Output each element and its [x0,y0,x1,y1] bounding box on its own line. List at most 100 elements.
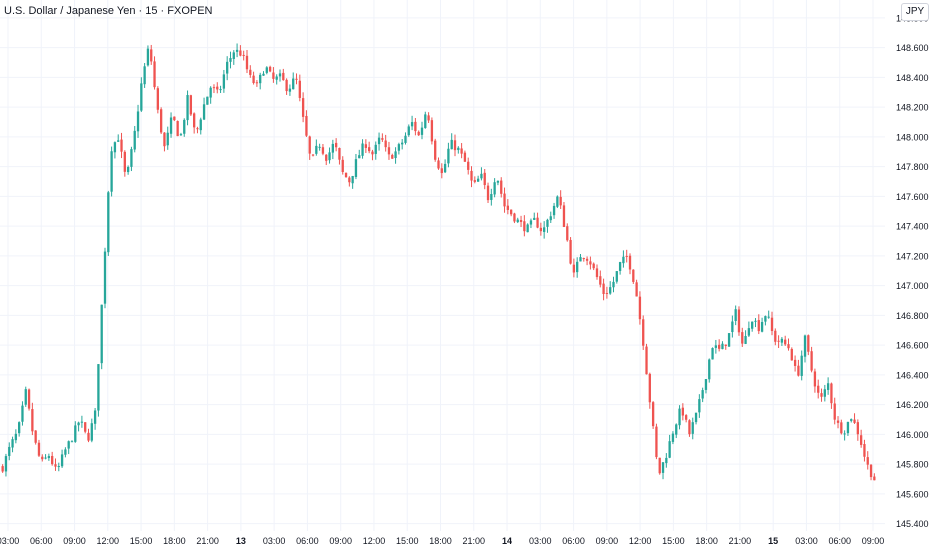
candle [526,223,529,233]
candle [873,473,876,481]
candle-body [582,258,585,260]
candle-body [318,146,321,148]
candle-body [348,177,351,183]
candle-body [305,115,308,136]
candle [784,335,787,347]
candle-body [625,255,628,257]
candle [595,264,599,280]
candle-body [311,154,315,156]
candle-body [209,87,212,98]
candle-body [823,389,826,397]
candle [341,156,344,175]
time-tick-label: 06:00 [296,536,319,546]
price-tick-label: 145.600 [896,489,929,499]
candle-body [648,373,651,403]
price-tick-label: 147.200 [896,251,929,261]
candle [44,454,47,460]
candle [645,343,648,375]
candle-body [93,410,97,424]
candle [467,157,470,175]
candle [60,449,64,468]
candle [209,86,212,104]
candle-body [420,127,424,135]
candle-body [381,138,384,140]
candle [430,117,434,145]
candle [384,134,387,152]
candle-body [751,321,754,329]
candle [410,115,414,131]
candle-body [770,317,774,332]
candle [684,414,688,423]
candle [708,358,711,383]
candle-body [476,178,480,182]
candle-body [321,147,325,154]
candle-body [417,131,420,136]
candle [169,112,173,138]
candle [163,132,166,152]
candle-body [103,251,107,304]
candle [107,190,110,256]
candle-body [496,180,500,183]
candle-body [675,424,678,435]
candle-body [278,73,282,77]
candle-body [130,149,133,167]
candle-body [694,412,698,423]
candle-body [193,113,196,128]
candle-body [282,72,285,81]
candle [315,139,318,156]
candle-body [787,344,790,349]
candle-body [754,320,757,322]
candle-body [661,462,665,473]
candle-body [74,425,77,442]
candle [4,453,8,477]
candle-body [249,69,252,75]
candle-body [463,152,467,162]
candle-body [559,196,562,206]
candle-body [840,422,843,434]
price-tick-label: 145.400 [896,519,929,529]
candle-body [784,339,787,345]
time-tick-label: 06:00 [828,536,851,546]
candle [67,440,70,455]
candle-body [470,170,473,181]
candles [1,43,876,481]
candle [150,44,153,65]
candle-body [655,426,658,458]
candle [807,334,810,356]
candle-body [764,316,767,322]
candle-body [572,264,576,273]
candle-body [800,355,803,376]
candle-body [229,58,232,62]
candle [632,269,635,284]
candle [272,67,275,83]
candle-body [437,160,440,169]
currency-button[interactable]: JPY [901,3,929,21]
candle-body [678,408,681,426]
candle-body [123,151,126,172]
candle-body [447,148,450,164]
candle [493,178,496,198]
candle [420,121,424,140]
candle [609,281,612,295]
candle-body [609,287,612,294]
candle [255,80,259,87]
candle [546,218,549,233]
candle [344,172,348,178]
candle-body [265,67,268,73]
candle [301,92,305,123]
candle-body [493,182,496,195]
candle [84,422,87,434]
candle [368,141,371,154]
candle [678,405,681,430]
candle-body [701,390,704,399]
candle [618,261,622,275]
candle [576,257,579,278]
candle [37,439,41,458]
time-tick-label: 15:00 [396,536,419,546]
candle [295,73,298,85]
time-tick-label: 21:00 [729,536,752,546]
candle [407,124,410,137]
candle [239,45,242,57]
